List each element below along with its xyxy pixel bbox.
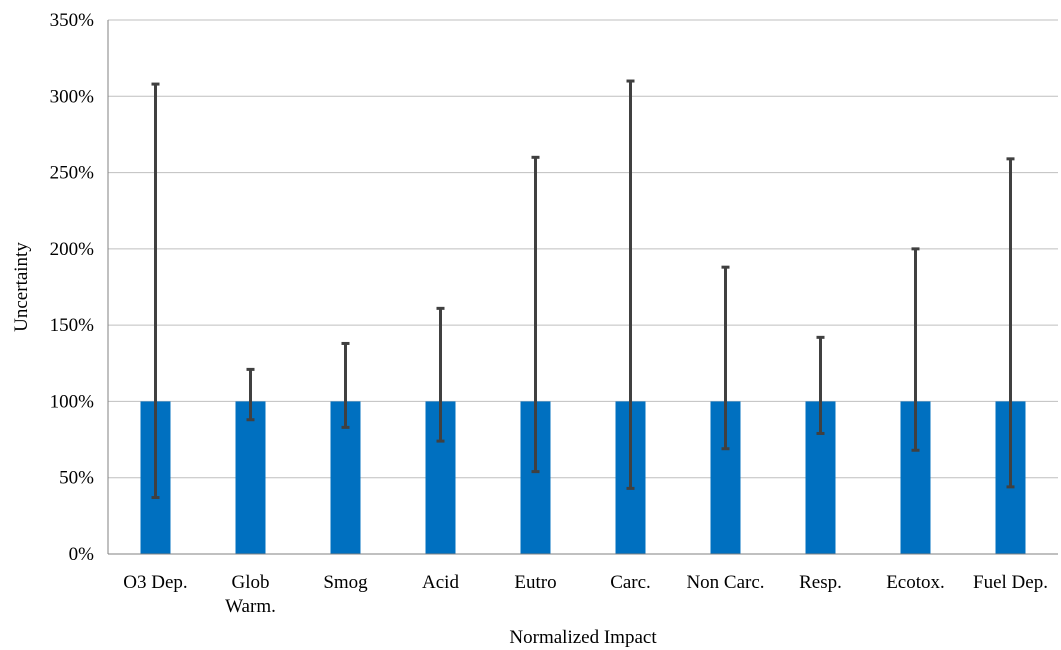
y-tick-label: 200% [50, 239, 95, 260]
x-category-label: O3 Dep. [123, 572, 187, 593]
x-category-label: Acid [422, 572, 459, 593]
y-tick-label: 100% [50, 391, 95, 412]
x-category-label-line: O3 Dep. [123, 572, 187, 593]
x-category-label-line: Carc. [610, 572, 651, 593]
error-bar [721, 265, 730, 451]
y-tick-label: 300% [50, 86, 95, 107]
error-bar [626, 79, 635, 490]
error-bar [816, 335, 825, 435]
x-category-label-line: Warm. [225, 596, 276, 617]
x-category-label-line: Ecotox. [886, 572, 945, 593]
x-category-label-line: Smog [323, 572, 368, 593]
y-tick-label: 150% [50, 315, 95, 336]
x-category-label-line: Non Carc. [686, 572, 764, 593]
y-tick-label: 50% [59, 468, 94, 489]
error-bar [151, 82, 160, 500]
x-category-label: Resp. [799, 572, 842, 593]
error-bar [341, 341, 350, 429]
y-tick-label: 250% [50, 163, 95, 184]
x-category-label: Smog [323, 572, 368, 593]
error-bar [911, 247, 920, 452]
bars [140, 401, 1026, 554]
x-category-label-line: Glob [232, 572, 270, 593]
x-category-labels: O3 Dep. Glob Warm. Smog Acid Eutro Carc. Non Ca… [123, 572, 1048, 617]
x-category-label: Glob Warm. [225, 572, 276, 617]
gridlines [108, 19, 1058, 479]
error-bar [531, 155, 540, 474]
error-bar [1006, 157, 1015, 489]
x-category-label: Fuel Dep. [973, 572, 1048, 593]
error-bar [436, 306, 445, 443]
y-tick-labels: 0% 50% 100% 150% 200% 250% 300% 350% [50, 10, 95, 565]
x-category-label-line: Fuel Dep. [973, 572, 1048, 593]
error-bar [246, 367, 255, 422]
error-bars [151, 79, 1015, 500]
x-category-label: Ecotox. [886, 572, 945, 593]
x-category-label-line: Resp. [799, 572, 842, 593]
axes [107, 20, 1058, 555]
y-axis-label: Uncertainty [11, 242, 32, 332]
x-axis-label: Normalized Impact [509, 627, 657, 648]
y-tick-label: 0% [69, 544, 95, 565]
bar [235, 401, 266, 554]
x-category-label-line: Eutro [514, 572, 556, 593]
x-category-label: Carc. [610, 572, 651, 593]
y-tick-label: 350% [50, 10, 95, 31]
x-category-label-line: Acid [422, 572, 459, 593]
x-category-label: Eutro [514, 572, 556, 593]
x-category-label: Non Carc. [686, 572, 764, 593]
